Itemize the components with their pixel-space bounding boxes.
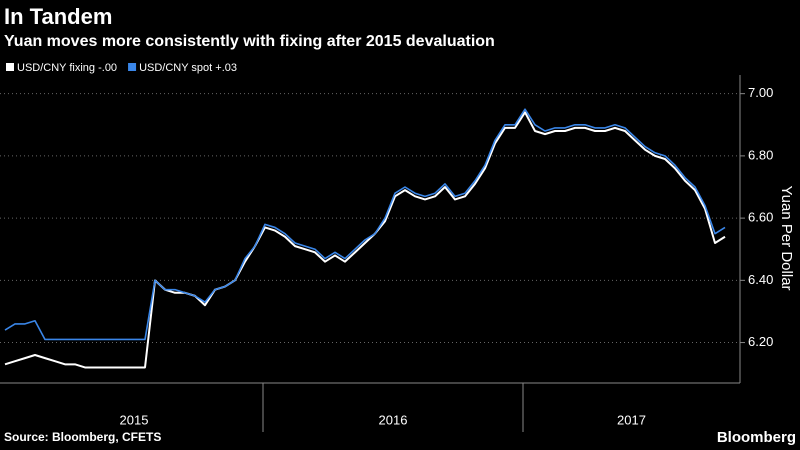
- series-line: [4, 111, 726, 369]
- y-tick-label: 6.80: [748, 147, 773, 162]
- x-tick-label: 2017: [617, 412, 646, 427]
- y-tick-label: 6.60: [748, 210, 773, 225]
- legend-label: USD/CNY spot +.03: [139, 62, 237, 74]
- y-axis-label: Yuan Per Dollar: [778, 185, 795, 290]
- x-tick-label: 2016: [379, 412, 408, 427]
- y-tick-label: 7.00: [748, 85, 773, 100]
- brand: Bloomberg: [717, 429, 796, 446]
- legend-swatch: [6, 63, 14, 71]
- y-tick-label: 6.40: [748, 272, 773, 287]
- chart-subtitle: Yuan moves more consistently with fixing…: [4, 33, 495, 50]
- series-line: [4, 108, 726, 341]
- chart-title: In Tandem: [4, 4, 112, 29]
- legend-swatch: [128, 63, 137, 71]
- legend-label: USD/CNY fixing -.00: [17, 62, 117, 74]
- y-tick-label: 6.20: [748, 334, 773, 349]
- source: Source: Bloomberg, CFETS: [4, 430, 161, 444]
- x-tick-label: 2015: [120, 412, 149, 427]
